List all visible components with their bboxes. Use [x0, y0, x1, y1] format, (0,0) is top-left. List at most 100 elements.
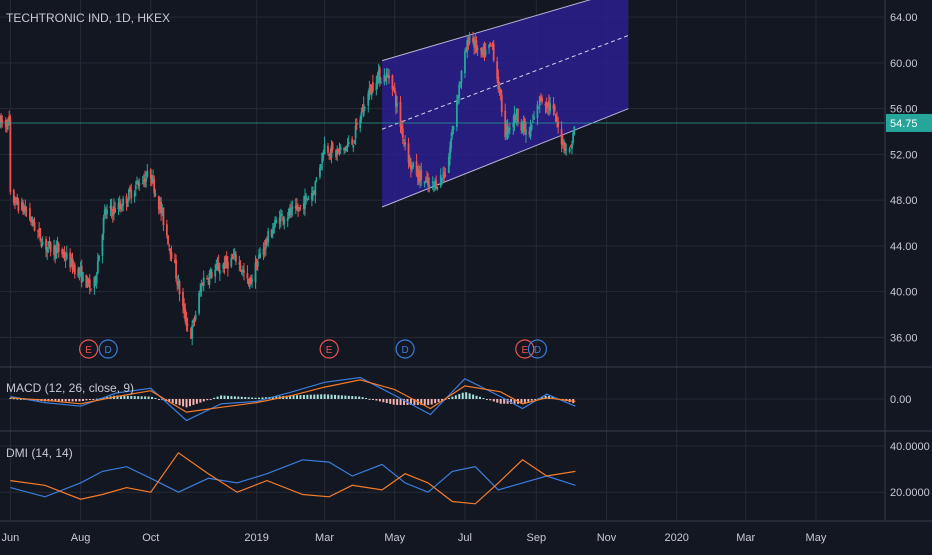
price-axis[interactable]: 36.00 40.00 44.00 48.00 52.00 56.00 60.00 64.00…: [886, 12, 932, 499]
macd-histogram-bar: [209, 399, 212, 400]
candle-body: [69, 252, 72, 268]
candle-body: [215, 264, 218, 270]
candle-body: [335, 150, 337, 157]
time-tick-label: Aug: [71, 532, 91, 544]
candle-body: [125, 195, 128, 204]
macd-histogram-bar: [226, 395, 229, 399]
macd-histogram-bar: [171, 399, 174, 404]
macd-histogram-bar: [147, 396, 150, 399]
candle-body: [40, 243, 43, 247]
candle-body: [496, 61, 499, 79]
candle-body: [30, 218, 32, 223]
candle-body: [491, 43, 494, 46]
macd-histogram-bar: [344, 395, 347, 399]
candle-body: [9, 117, 12, 193]
candle-body: [307, 198, 310, 200]
macd-histogram-bar: [371, 399, 374, 400]
candle-body: [336, 150, 339, 155]
candle-body: [468, 35, 471, 44]
macd-histogram-bar: [151, 396, 154, 399]
candle-body: [198, 292, 200, 314]
candle-body: [388, 75, 390, 79]
macd-histogram-bar: [510, 399, 513, 404]
macd-histogram-bar: [520, 399, 523, 404]
candle-body: [286, 217, 289, 222]
earnings-marker[interactable]: [79, 339, 99, 359]
macd-line: [10, 376, 576, 422]
time-axis[interactable]: Jun Aug Oct 2019 Mar May Jul Sep Nov 2020 Mar May: [1, 532, 826, 544]
candle-body: [513, 113, 516, 125]
candle-body: [259, 253, 261, 258]
candle-body: [258, 255, 260, 260]
candle-body: [218, 269, 221, 274]
earnings-marker[interactable]: [515, 339, 535, 359]
dividend-marker[interactable]: [98, 339, 118, 359]
candle-body: [432, 184, 435, 186]
candle-body: [98, 255, 100, 262]
candle-body: [104, 210, 107, 215]
candle-body: [65, 253, 68, 259]
candle-body: [508, 127, 511, 130]
dividend-marker[interactable]: [395, 339, 415, 359]
macd-histogram-bar: [140, 396, 143, 399]
candle-body: [141, 183, 144, 185]
candle-body: [457, 96, 459, 99]
candle-body: [392, 86, 395, 88]
candle-body: [514, 115, 517, 120]
candle-body: [455, 101, 458, 128]
candle-body: [419, 171, 421, 183]
regression-channel[interactable]: [381, 0, 629, 208]
dividend-marker[interactable]: [527, 339, 548, 359]
candle-body: [420, 169, 423, 181]
macd-histogram-bar: [88, 399, 91, 400]
candle-body: [345, 146, 348, 152]
macd-histogram-bar: [427, 399, 430, 405]
candle-body: [537, 106, 540, 108]
candle-body: [548, 100, 550, 109]
candle-body: [134, 185, 137, 190]
candle-body: [80, 265, 83, 283]
channel-upper-line[interactable]: [381, 0, 628, 62]
candle-body: [505, 125, 508, 136]
candle-body: [232, 256, 235, 258]
macd-histogram-bar: [396, 399, 399, 405]
last-price-tag[interactable]: [886, 113, 932, 132]
candle-body: [549, 103, 552, 112]
pane-separators[interactable]: [0, 0, 932, 522]
candle-body: [231, 257, 234, 260]
candle-body: [182, 291, 184, 307]
candle-body: [427, 178, 430, 186]
candle-body: [77, 268, 80, 277]
candle-body: [85, 275, 88, 288]
candle-body: [400, 125, 403, 130]
channel-lower-line[interactable]: [381, 108, 629, 208]
candle-body: [20, 201, 23, 210]
candle-body: [122, 198, 125, 206]
candle-body: [480, 47, 482, 51]
candle-body: [146, 170, 149, 177]
candle-body: [319, 167, 321, 177]
macd-histogram-bar: [306, 394, 309, 399]
candle-body: [404, 142, 406, 145]
candle-body: [267, 231, 270, 243]
event-marker-label: D: [401, 345, 408, 356]
candle-body: [192, 319, 195, 323]
earnings-marker[interactable]: [319, 339, 339, 359]
candle-body: [8, 115, 11, 121]
candle-body: [55, 247, 58, 259]
channel-median-line[interactable]: [381, 34, 629, 130]
candle-body: [312, 191, 314, 196]
candle-body: [255, 259, 258, 270]
dmi-tick-label: 40.0000: [890, 441, 930, 453]
candle-body: [439, 174, 442, 187]
dmi-pane: [10, 451, 576, 505]
candle-body: [450, 138, 453, 149]
candle-body: [249, 277, 252, 284]
candle-body: [202, 277, 205, 287]
candle-body: [484, 50, 487, 56]
macd-histogram-bar: [71, 399, 74, 402]
macd-histogram-bar: [244, 397, 247, 399]
candle-body: [541, 97, 543, 102]
